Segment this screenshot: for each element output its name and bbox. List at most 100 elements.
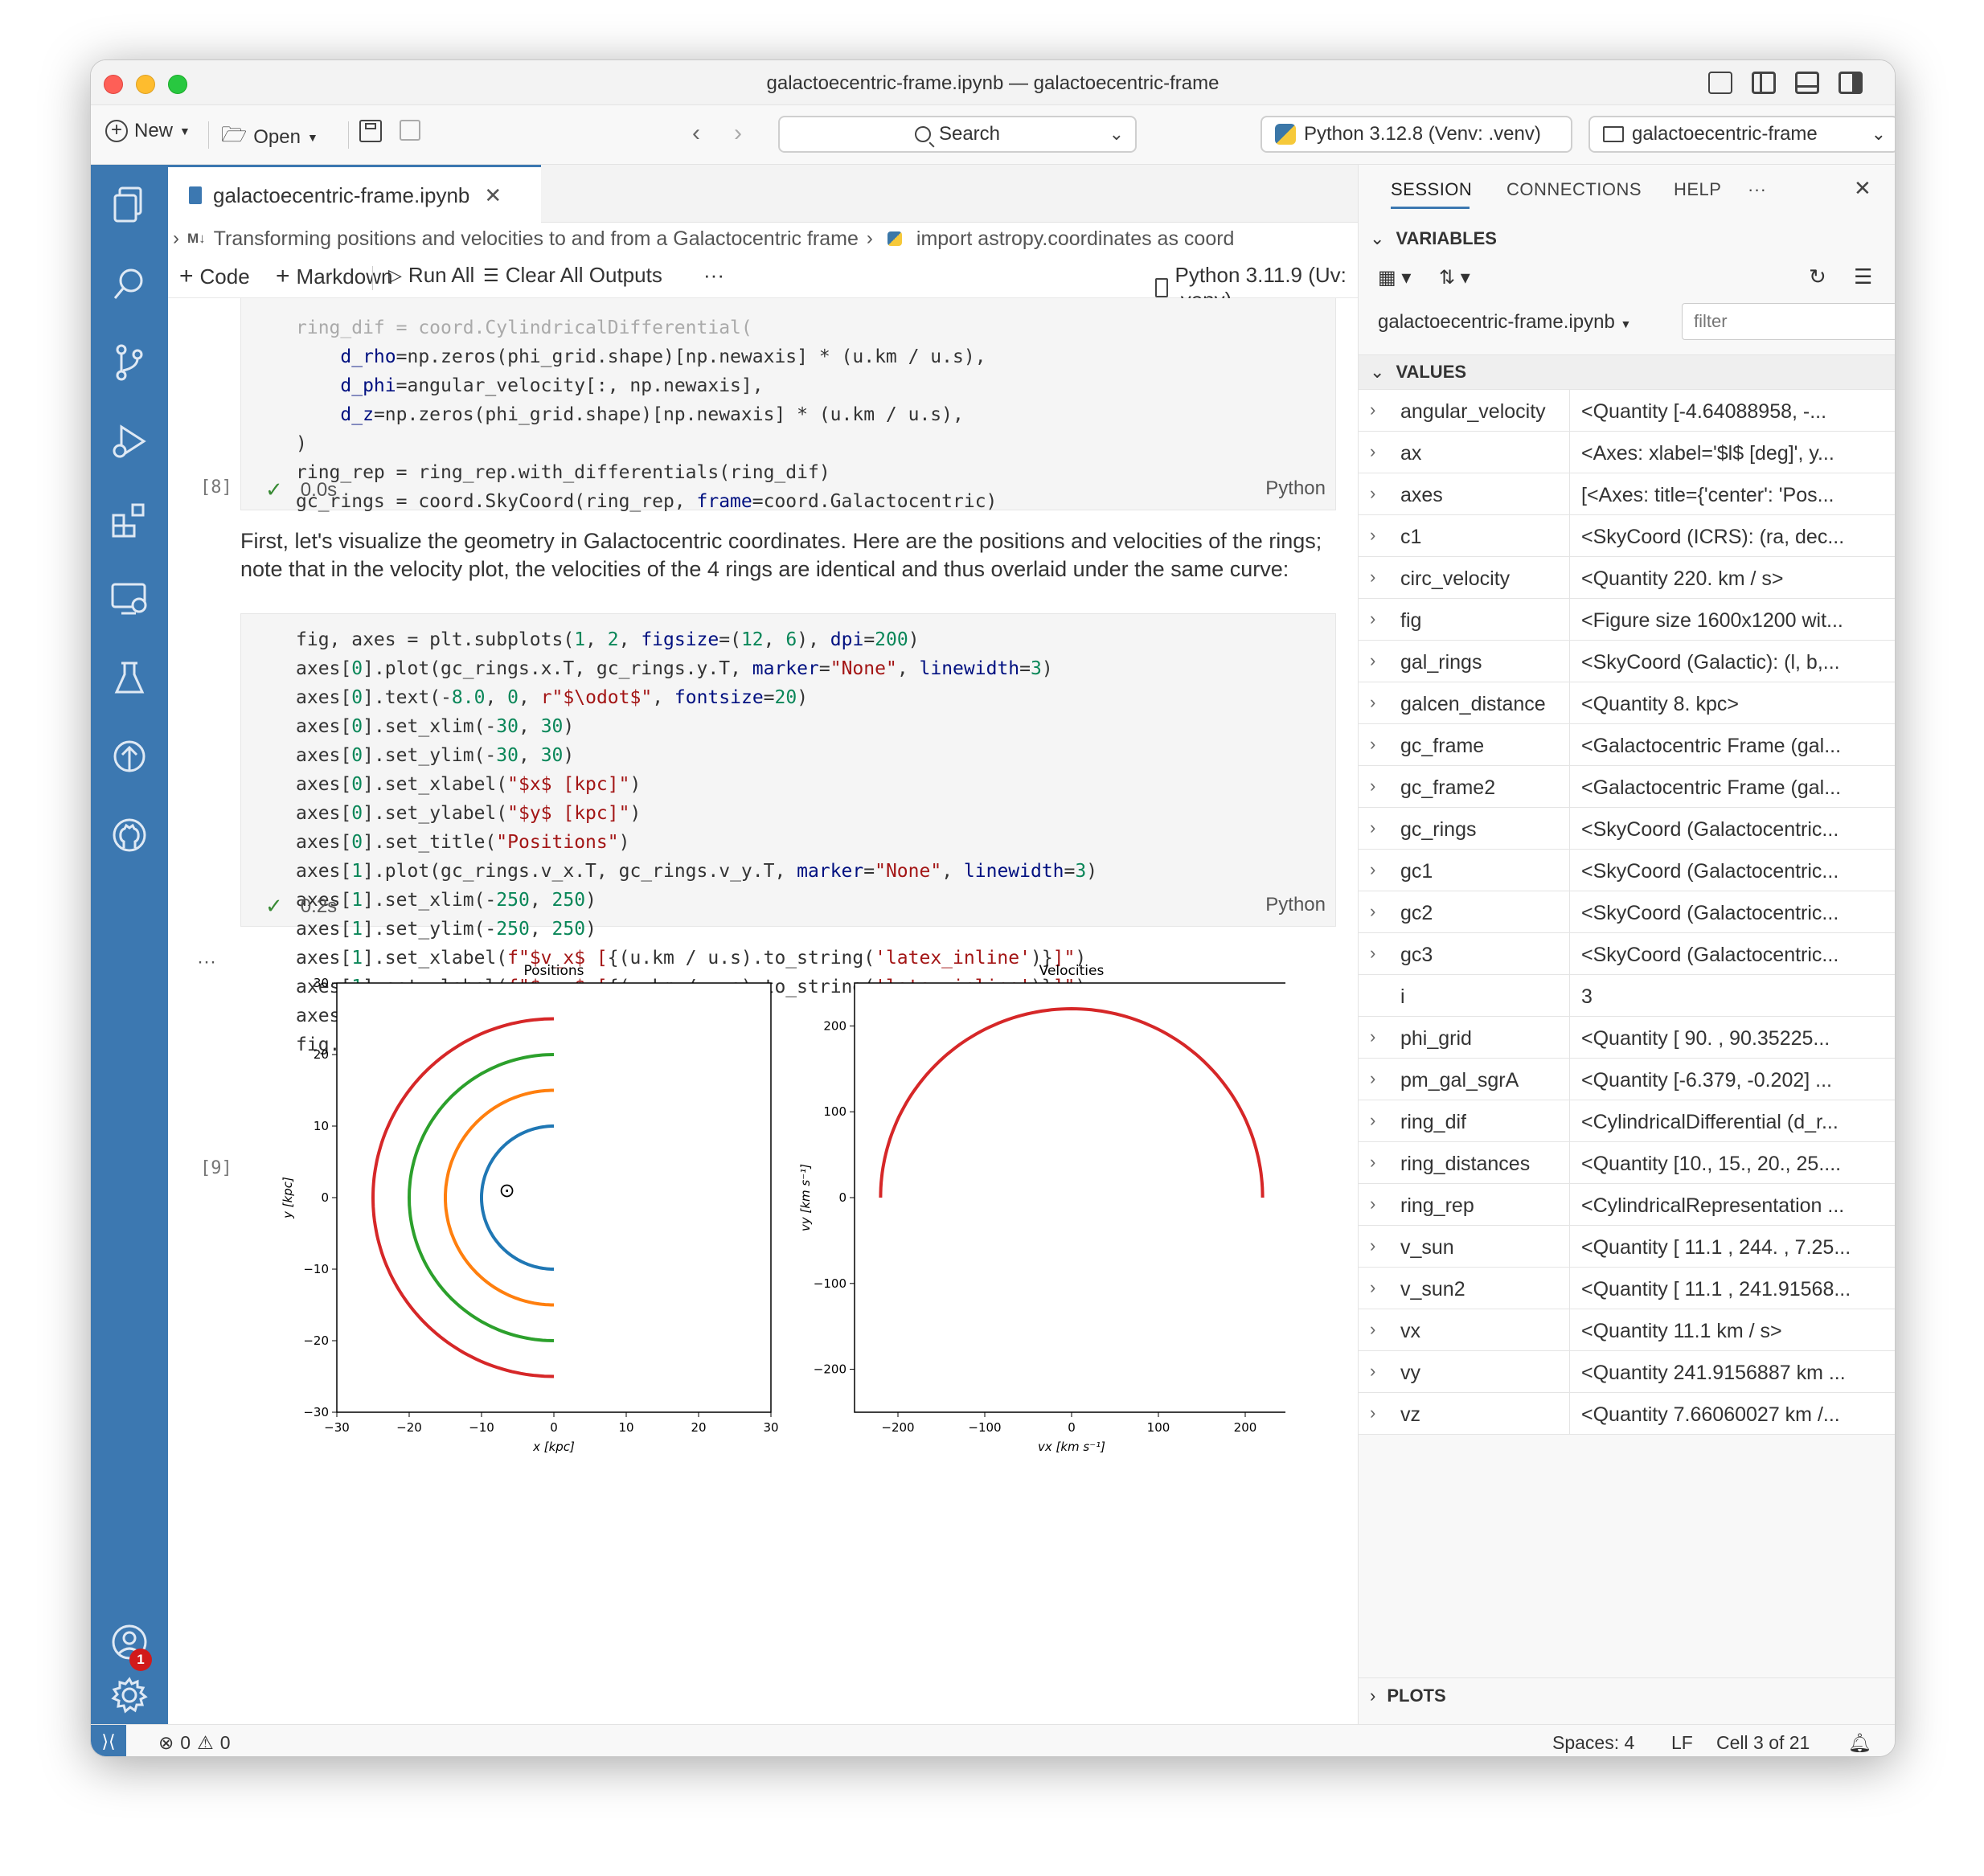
new-button[interactable]: + New ▼: [105, 120, 191, 142]
remote-explorer-icon[interactable]: [110, 580, 149, 618]
notifications-bell-icon[interactable]: 🔔︎: [1848, 1732, 1872, 1753]
save-icon[interactable]: [359, 120, 382, 142]
close-panel-icon[interactable]: ✕: [1854, 176, 1872, 200]
chevron-right-icon[interactable]: ›: [1370, 441, 1376, 461]
variable-row[interactable]: › gc_frame2 <Galactocentric Frame (gal...: [1359, 766, 1895, 808]
chevron-right-icon[interactable]: ›: [1370, 901, 1376, 921]
eol-status[interactable]: LF: [1671, 1732, 1693, 1753]
add-code-cell-button[interactable]: + Code: [179, 263, 250, 289]
add-markdown-cell-button[interactable]: + Markdown: [276, 263, 393, 289]
variable-row[interactable]: › circ_velocity <Quantity 220. km / s>: [1359, 557, 1895, 599]
variable-row[interactable]: › pm_gal_sgrA <Quantity [-6.379, -0.202] .…: [1359, 1059, 1895, 1100]
variable-row[interactable]: › ring_rep <CylindricalRepresentation ...: [1359, 1184, 1895, 1226]
code-cell-8[interactable]: ring_dif = coord.CylindricalDifferential…: [240, 298, 1336, 512]
notebook-select[interactable]: galactoecentric-frame.ipynb ▼: [1378, 311, 1632, 333]
code-editor-cell-8[interactable]: ring_dif = coord.CylindricalDifferential…: [296, 317, 998, 512]
tab-help[interactable]: HELP: [1674, 179, 1722, 199]
cell-9-language[interactable]: Python: [1265, 894, 1326, 915]
close-window-button[interactable]: [104, 75, 123, 94]
python-interpreter-button[interactable]: Python 3.12.8 (Venv: .venv): [1260, 116, 1572, 153]
variable-row[interactable]: › angular_velocity <Quantity [-4.64088958,…: [1359, 390, 1895, 432]
chevron-right-icon[interactable]: ›: [1370, 525, 1376, 545]
problems-indicator[interactable]: ⊗ 0 ⚠ 0: [158, 1732, 231, 1754]
chevron-right-icon[interactable]: ›: [1370, 734, 1376, 754]
maximize-window-button[interactable]: [168, 75, 187, 94]
chevron-right-icon[interactable]: ›: [1370, 1068, 1376, 1088]
grid-view-icon[interactable]: ▦ ▾: [1378, 267, 1412, 289]
toggle-secondary-sidebar-icon[interactable]: [1838, 72, 1863, 94]
variable-row[interactable]: › c1 <SkyCoord (ICRS): (ra, dec...: [1359, 515, 1895, 557]
sort-icon[interactable]: ⇅ ▾: [1439, 267, 1470, 289]
chevron-right-icon[interactable]: ›: [1370, 483, 1376, 503]
toggle-sidebar-icon[interactable]: [1752, 72, 1776, 94]
deploy-upload-icon[interactable]: [110, 737, 149, 776]
variable-row[interactable]: › gal_rings <SkyCoord (Galactic): (l, b,..…: [1359, 641, 1895, 682]
close-tab-icon[interactable]: ✕: [484, 182, 502, 207]
markdown-cell[interactable]: First, let's visualize the geometry in G…: [240, 529, 1322, 581]
code-cell-9[interactable]: fig, axes = plt.subplots(1, 2, figsize=(…: [240, 613, 1336, 1055]
variable-row[interactable]: › galcen_distance <Quantity 8. kpc>: [1359, 682, 1895, 724]
plots-section-header[interactable]: › PLOTS: [1359, 1677, 1895, 1713]
tab-connections[interactable]: CONNECTIONS: [1506, 179, 1642, 199]
open-button[interactable]: 🗁 Open ▼: [221, 120, 318, 155]
chevron-right-icon[interactable]: ›: [1370, 1403, 1376, 1423]
more-actions-button[interactable]: ···: [703, 263, 724, 287]
chevron-right-icon[interactable]: ›: [1370, 1110, 1376, 1130]
refresh-icon[interactable]: ↻: [1809, 264, 1826, 289]
breadcrumb-section[interactable]: Transforming positions and velocities to…: [213, 227, 859, 250]
chevron-right-icon[interactable]: ›: [1370, 817, 1376, 838]
variable-row[interactable]: › gc1 <SkyCoord (Galactocentric...: [1359, 850, 1895, 891]
chevron-right-icon[interactable]: ›: [1370, 692, 1376, 712]
testing-flask-icon[interactable]: [110, 658, 149, 697]
variable-row[interactable]: › gc2 <SkyCoord (Galactocentric...: [1359, 891, 1895, 933]
search-icon[interactable]: [110, 264, 149, 303]
variable-row[interactable]: › ring_distances <Quantity [10., 15., 20.,…: [1359, 1142, 1895, 1184]
output-more-button[interactable]: ···: [197, 951, 216, 973]
variables-section-header[interactable]: ⌄ VARIABLES: [1359, 221, 1895, 256]
chevron-right-icon[interactable]: ›: [1370, 1194, 1376, 1214]
values-section-header[interactable]: ⌄ VALUES: [1359, 354, 1895, 390]
chevron-right-icon[interactable]: ›: [1370, 1026, 1376, 1047]
command-search[interactable]: Search ⌄: [778, 116, 1137, 153]
clear-all-outputs-button[interactable]: ☰ Clear All Outputs: [483, 263, 662, 288]
customize-layout-icon[interactable]: [1708, 72, 1732, 94]
variable-row[interactable]: › vy <Quantity 241.9156887 km ...: [1359, 1351, 1895, 1393]
variable-row[interactable]: › vz <Quantity 7.66060027 km /...: [1359, 1393, 1895, 1435]
remote-indicator-icon[interactable]: ⟩⟨: [91, 1725, 126, 1756]
chevron-right-icon[interactable]: ›: [1370, 567, 1376, 587]
panel-more-button[interactable]: ···: [1748, 179, 1767, 199]
chevron-right-icon[interactable]: ›: [1370, 776, 1376, 796]
variable-row[interactable]: › fig <Figure size 1600x1200 wit...: [1359, 599, 1895, 641]
tab-session[interactable]: SESSION: [1391, 179, 1473, 199]
variable-row[interactable]: › phi_grid <Quantity [ 90. , 90.35225...: [1359, 1017, 1895, 1059]
chevron-right-icon[interactable]: ›: [1370, 1277, 1376, 1297]
breadcrumb-cell[interactable]: import astropy.coordinates as coord: [916, 227, 1235, 250]
chevron-right-icon[interactable]: ›: [1370, 943, 1376, 963]
minimize-window-button[interactable]: [136, 75, 155, 94]
variable-row[interactable]: › ax <Axes: xlabel='$l$ [deg]', y...: [1359, 432, 1895, 473]
variable-row[interactable]: › gc_rings <SkyCoord (Galactocentric...: [1359, 808, 1895, 850]
chevron-right-icon[interactable]: ›: [1370, 1235, 1376, 1255]
folder-button[interactable]: galactoecentric-frame ⌄: [1588, 116, 1895, 153]
indentation-status[interactable]: Spaces: 4: [1552, 1732, 1635, 1753]
chevron-right-icon[interactable]: ›: [1370, 1152, 1376, 1172]
toggle-panel-icon[interactable]: [1795, 72, 1819, 94]
run-all-button[interactable]: ▷ Run All: [388, 263, 474, 288]
chevron-right-icon[interactable]: ›: [1370, 1319, 1376, 1339]
chevron-right-icon[interactable]: ›: [1370, 399, 1376, 420]
github-icon[interactable]: [110, 816, 149, 854]
variable-row[interactable]: › axes [<Axes: title={'center': 'Pos...: [1359, 473, 1895, 515]
filter-input[interactable]: [1682, 303, 1895, 340]
variable-row[interactable]: › gc3 <SkyCoord (Galactocentric...: [1359, 933, 1895, 975]
variable-row[interactable]: › ring_dif <CylindricalDifferential (d_r..…: [1359, 1100, 1895, 1142]
chevron-right-icon[interactable]: ›: [1370, 859, 1376, 879]
variable-row[interactable]: › v_sun2 <Quantity [ 11.1 , 241.91568...: [1359, 1268, 1895, 1309]
variable-row[interactable]: › vx <Quantity 11.1 km / s>: [1359, 1309, 1895, 1351]
chevron-right-icon[interactable]: ›: [1370, 1361, 1376, 1381]
save-all-icon[interactable]: [400, 120, 420, 141]
run-debug-icon[interactable]: [110, 422, 149, 461]
forward-icon[interactable]: ›: [734, 120, 742, 146]
source-control-icon[interactable]: [110, 343, 149, 382]
clear-variables-icon[interactable]: ☰: [1854, 264, 1873, 289]
